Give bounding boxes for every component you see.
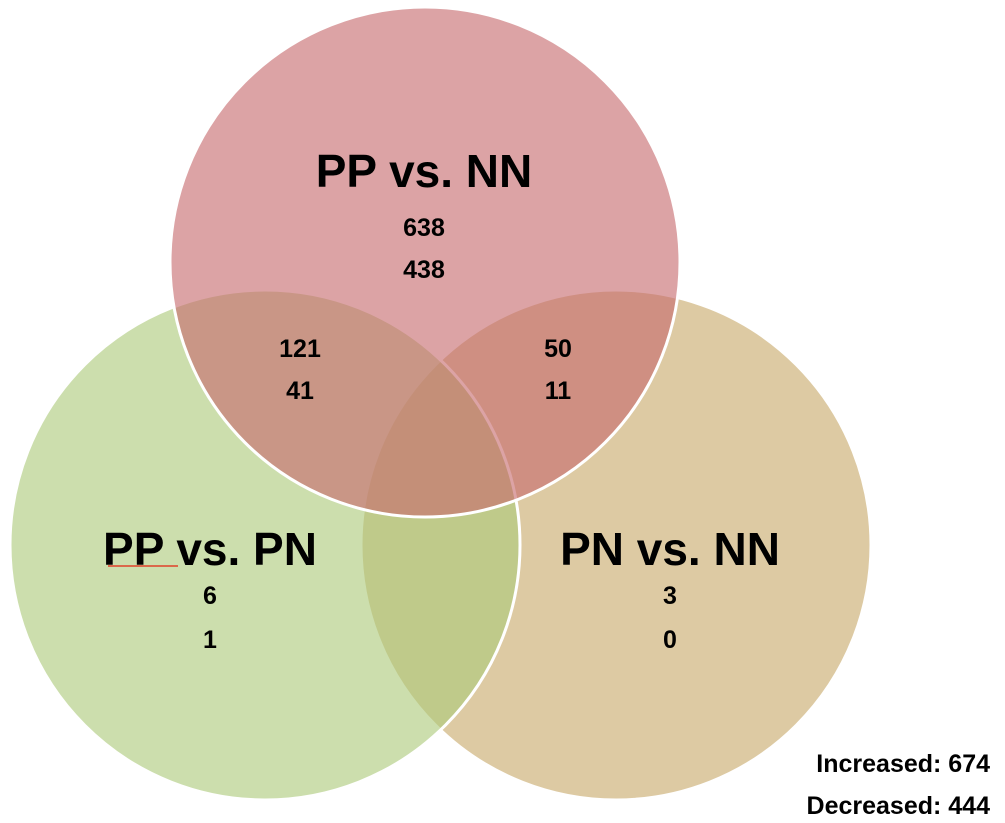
set-title-left: PP vs. PN	[103, 523, 317, 575]
count-top-left-decreased: 41	[286, 377, 314, 405]
count-left-increased: 6	[203, 582, 217, 610]
set-circle-top	[168, 5, 682, 519]
count-right-increased: 3	[663, 582, 677, 610]
set-title-right: PN vs. NN	[560, 523, 780, 575]
set-title-top: PP vs. NN	[316, 145, 532, 197]
summary-decreased: Decreased: 444	[807, 792, 991, 820]
count-top-right-decreased: 11	[545, 377, 572, 405]
summary-increased: Increased: 674	[816, 750, 990, 778]
count-top-left-increased: 121	[279, 335, 321, 363]
count-left-decreased: 1	[203, 626, 217, 654]
count-top-right-increased: 50	[544, 335, 572, 363]
count-top-decreased: 438	[403, 256, 445, 284]
count-right-decreased: 0	[663, 626, 677, 654]
count-top-increased: 638	[403, 214, 445, 242]
